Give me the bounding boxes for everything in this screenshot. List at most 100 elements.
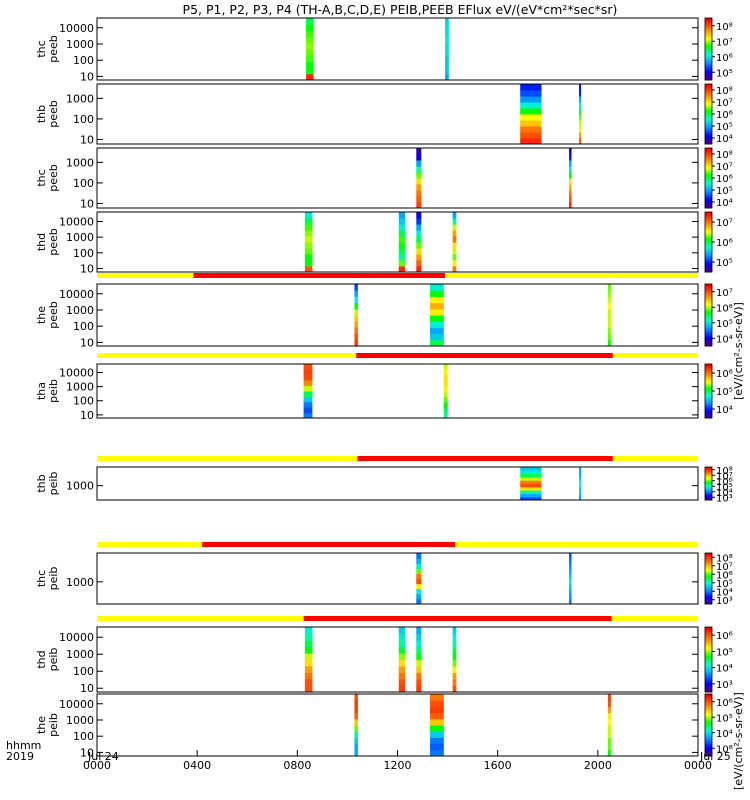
spectrogram-cell xyxy=(398,266,406,273)
spectrogram-cell xyxy=(416,172,422,179)
colorbar-segment xyxy=(705,321,712,324)
colorbar-segment xyxy=(705,138,712,141)
colorbar-segment xyxy=(705,570,712,573)
y-tick-label: 10000 xyxy=(59,698,94,711)
colorbar-segment xyxy=(705,401,712,404)
spectrogram-cell xyxy=(398,224,406,231)
mode-segment xyxy=(445,273,698,278)
spectrogram-cell xyxy=(607,712,611,720)
panel-probe-label: thc xyxy=(35,169,48,186)
colorbar-segment xyxy=(705,268,712,271)
colorbar-segment xyxy=(705,561,712,564)
spectrogram-cell xyxy=(430,321,444,328)
spectrogram-cell xyxy=(443,385,448,392)
spectrogram-cell xyxy=(416,685,422,693)
colorbar-segment xyxy=(705,472,712,474)
spectrogram-cell xyxy=(303,385,313,392)
spectrogram-cell xyxy=(398,659,406,667)
spectrogram-cell xyxy=(579,496,582,501)
time-axis-start-date: Jul 24 xyxy=(87,750,119,763)
colorbar-segment xyxy=(705,178,712,181)
colorbar-segment xyxy=(705,467,712,469)
time-tick-label: 0800 xyxy=(283,759,311,772)
spectrogram-cell xyxy=(452,266,457,273)
colorbar-tick-label: 10⁸ xyxy=(716,22,733,33)
colorbar-segment xyxy=(705,487,712,490)
spectrogram-cell xyxy=(303,401,313,408)
colorbar-segment xyxy=(705,696,712,699)
time-axis-row-label-year: 2019 xyxy=(6,750,34,763)
spectrogram-cell xyxy=(416,640,422,647)
colorbar-segment xyxy=(705,184,712,187)
spectrogram-cell xyxy=(520,96,542,103)
spectrogram-cell xyxy=(452,236,457,243)
colorbar-segment xyxy=(705,676,712,680)
spectrogram-cell xyxy=(579,486,582,491)
colorbar-segment xyxy=(705,88,712,91)
mode-segment xyxy=(357,456,613,461)
colorbar-segment xyxy=(705,228,712,231)
colorbar-segment xyxy=(705,747,712,751)
spectrogram-cell xyxy=(304,653,313,660)
y-tick-label: 10 xyxy=(80,70,94,83)
spectrogram-cell xyxy=(398,212,406,219)
colorbar-segment xyxy=(705,94,712,97)
colorbar-segment xyxy=(705,302,712,306)
colorbar-segment xyxy=(705,627,712,630)
colorbar-tick-label: 10⁴ xyxy=(716,729,733,740)
spectrogram-cell xyxy=(607,327,611,335)
colorbar-segment xyxy=(705,333,712,337)
spectrogram-cell xyxy=(416,242,422,249)
spectrogram-cell xyxy=(569,178,572,185)
panel-product-label: peeb xyxy=(47,100,60,128)
colorbar-segment xyxy=(705,387,712,390)
spectrogram-cell xyxy=(398,685,406,693)
panel-probe-label: thc xyxy=(35,40,48,57)
spectrogram-cell xyxy=(579,108,582,115)
colorbar-segment xyxy=(705,575,712,578)
spectrogram-cell xyxy=(579,493,582,498)
spectrogram-cell xyxy=(443,412,448,419)
colorbar-segment xyxy=(705,112,712,115)
colorbar-segment xyxy=(705,687,712,691)
spectrogram-cell xyxy=(398,236,406,243)
y-tick-label: 1000 xyxy=(66,156,94,169)
colorbar-segment xyxy=(705,148,712,151)
mode-segment xyxy=(612,456,698,461)
colorbar-segment xyxy=(705,96,712,99)
spectrogram-cell xyxy=(416,666,422,673)
colorbar-segment xyxy=(705,670,712,673)
spectrogram-cell xyxy=(304,218,313,225)
colorbar-segment xyxy=(705,576,712,579)
spectrogram-cell xyxy=(569,172,572,179)
mode-segment xyxy=(97,616,304,621)
spectrogram-cell xyxy=(520,480,542,484)
spectrogram-cell xyxy=(520,467,542,471)
colorbar-tick-label: 10⁷ xyxy=(716,288,733,299)
colorbar-segment xyxy=(705,108,712,111)
spectrogram-cell xyxy=(607,737,611,745)
mode-segment xyxy=(612,353,698,358)
colorbar-segment xyxy=(705,140,712,143)
colorbar-segment xyxy=(705,65,712,68)
panel-product-label: peib xyxy=(47,567,60,591)
spectrogram-cell xyxy=(579,138,582,145)
spectrogram-cell xyxy=(303,407,313,414)
colorbar-segment xyxy=(705,67,712,71)
colorbar-segment xyxy=(705,118,712,121)
spectrogram-cell xyxy=(304,224,313,231)
spectrogram-cell xyxy=(607,749,611,757)
colorbar-segment xyxy=(705,398,712,401)
y-tick-label: 100 xyxy=(73,113,94,126)
colorbar-segment xyxy=(705,240,712,243)
colorbar-tick-label: 10⁶ xyxy=(716,53,733,64)
colorbar-segment xyxy=(705,708,712,711)
colorbar-axis-label-upper: [eV/(cm²-s-sr-eV)] xyxy=(732,302,745,400)
colorbar-segment xyxy=(705,40,712,44)
spectrogram-cell xyxy=(607,315,611,322)
spectrogram-cell xyxy=(430,718,444,726)
spectrogram-cell xyxy=(416,190,422,197)
colorbar-segment xyxy=(705,718,712,722)
colorbar-segment xyxy=(705,180,712,183)
